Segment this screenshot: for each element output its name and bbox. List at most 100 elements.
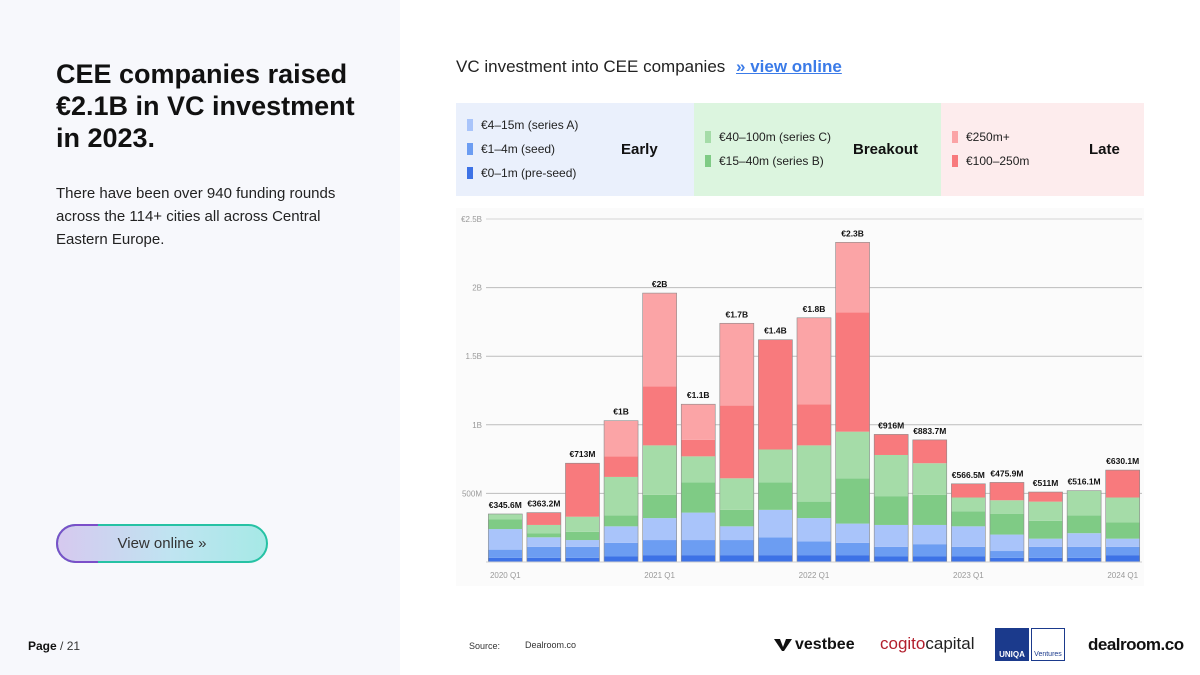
x-tick-label: 2021 Q1 xyxy=(644,571,675,580)
page-label: Page xyxy=(28,639,57,653)
bar-segment xyxy=(797,445,831,502)
ventures-logo-text: Ventures xyxy=(1034,651,1062,658)
bar-segment xyxy=(488,513,523,520)
chart-title: VC investment into CEE companies » view … xyxy=(456,57,842,77)
bar-segment xyxy=(719,323,754,406)
bar-segment xyxy=(1105,546,1140,556)
bar-total-label: €475.9M xyxy=(990,468,1023,478)
bar-segment xyxy=(526,546,561,558)
bar-segment xyxy=(835,523,870,543)
bar-segment xyxy=(758,482,793,510)
view-online-button[interactable]: View online » xyxy=(56,524,268,563)
legend-swatch xyxy=(952,155,958,167)
stacked-bar-chart: 500M 1B 1.5B 2B €2.5B €345.6M €363.2M €713M €1B €… xyxy=(461,215,1142,580)
bar-segment xyxy=(565,546,600,558)
bar-segment xyxy=(719,405,754,479)
bar-segment xyxy=(604,556,639,562)
bar-segment xyxy=(1105,538,1140,547)
bar-total-label: €516.1M xyxy=(1068,477,1101,487)
bar-segment xyxy=(488,529,523,550)
bar-segment xyxy=(874,454,909,497)
vestbee-logo-text: vestbee xyxy=(795,636,855,653)
bar-segment xyxy=(835,431,870,479)
bar-segment xyxy=(912,524,947,545)
y-tick-label: 1.5B xyxy=(466,352,482,361)
bar-segment xyxy=(758,555,793,562)
bar-total-label: €883.7M xyxy=(913,426,946,436)
bar-segment xyxy=(642,518,677,541)
bar-total-label: €2B xyxy=(652,279,668,289)
bar-segment xyxy=(797,404,831,446)
bar-segment xyxy=(565,540,600,547)
bar-total-label: €713M xyxy=(569,449,595,459)
bar-segment xyxy=(488,557,523,562)
bar-total-label: €916M xyxy=(878,420,904,430)
bar-segment xyxy=(526,537,561,547)
uniqa-ventures-logo: UNIQA Ventures xyxy=(995,628,1065,661)
legend-swatch xyxy=(467,167,473,179)
bar-segment xyxy=(1105,555,1140,562)
bar-total-label: €1B xyxy=(613,407,629,417)
y-tick-label: 500M xyxy=(462,489,482,498)
legend-swatch xyxy=(952,131,958,143)
legend-item-label: €250m+ xyxy=(966,130,1010,144)
bar-total-label: €345.6M xyxy=(489,500,522,510)
bar-segment xyxy=(874,546,909,557)
bar-segment xyxy=(1028,520,1063,539)
legend-group-late: €250m+ €100–250m Late xyxy=(941,103,1144,196)
uniqa-logo-text: UNIQA xyxy=(999,650,1025,659)
bar-segment xyxy=(681,482,716,513)
bar-segment xyxy=(1105,470,1140,498)
bar-segment xyxy=(1105,522,1140,539)
bar-segment xyxy=(951,546,986,557)
legend-item-label: €1–4m (seed) xyxy=(481,142,556,156)
bar-segment xyxy=(1028,538,1063,547)
bar-segment xyxy=(1067,533,1102,547)
bar-segment xyxy=(835,542,870,556)
bar-segment xyxy=(681,404,716,440)
bar-segment xyxy=(681,540,716,556)
bar-segment xyxy=(797,518,831,542)
bar-segment xyxy=(835,242,870,313)
legend-item-series-b: €15–40m (series B) xyxy=(705,154,824,168)
bar-segment xyxy=(565,463,600,517)
legend-swatch xyxy=(467,119,473,131)
bar-segment xyxy=(1105,497,1140,523)
bar-segment xyxy=(835,555,870,562)
bar-segment xyxy=(758,449,793,483)
chart-title-text: VC investment into CEE companies xyxy=(456,57,726,76)
bar-segment xyxy=(719,540,754,556)
bar-segment xyxy=(604,542,639,557)
bar-segment xyxy=(1028,557,1063,562)
bar-segment xyxy=(565,557,600,562)
legend-group-breakout: €40–100m (series C) €15–40m (series B) B… xyxy=(694,103,941,196)
bar-total-label: €363.2M xyxy=(527,499,560,509)
bar-segment xyxy=(604,515,639,527)
bar-segment xyxy=(835,478,870,524)
bar-segment xyxy=(797,501,831,519)
uniqa-logo-block: UNIQA xyxy=(995,628,1029,661)
bar-total-label: €2.3B xyxy=(841,228,864,238)
legend-item-250m-plus: €250m+ xyxy=(952,130,1010,144)
legend-item-100-250m: €100–250m xyxy=(952,154,1029,168)
bar-segment xyxy=(1028,501,1063,521)
bar-total-label: €630.1M xyxy=(1106,456,1139,466)
source-label: Source: xyxy=(469,641,501,651)
bar-segment xyxy=(989,557,1024,562)
bar-segment xyxy=(989,551,1024,558)
bar-segment xyxy=(681,439,716,457)
view-online-button-label: View online » xyxy=(117,535,207,552)
legend-item-seed: €1–4m (seed) xyxy=(467,142,555,156)
bar-segment xyxy=(1067,546,1102,558)
legend-item-label: €4–15m (series A) xyxy=(481,118,579,132)
bar-segment xyxy=(912,494,947,525)
bar-segment xyxy=(604,526,639,543)
legend-item-series-c: €40–100m (series C) xyxy=(705,130,831,144)
footer: Source: Dealroom.co vestbee cogitocapita… xyxy=(456,620,1200,675)
bar-segment xyxy=(681,555,716,562)
x-tick-label: 2023 Q1 xyxy=(953,571,984,580)
legend-swatch xyxy=(705,131,711,143)
view-online-link[interactable]: » view online xyxy=(736,57,842,76)
bar-segment xyxy=(797,555,831,562)
bar-segment xyxy=(719,509,754,527)
